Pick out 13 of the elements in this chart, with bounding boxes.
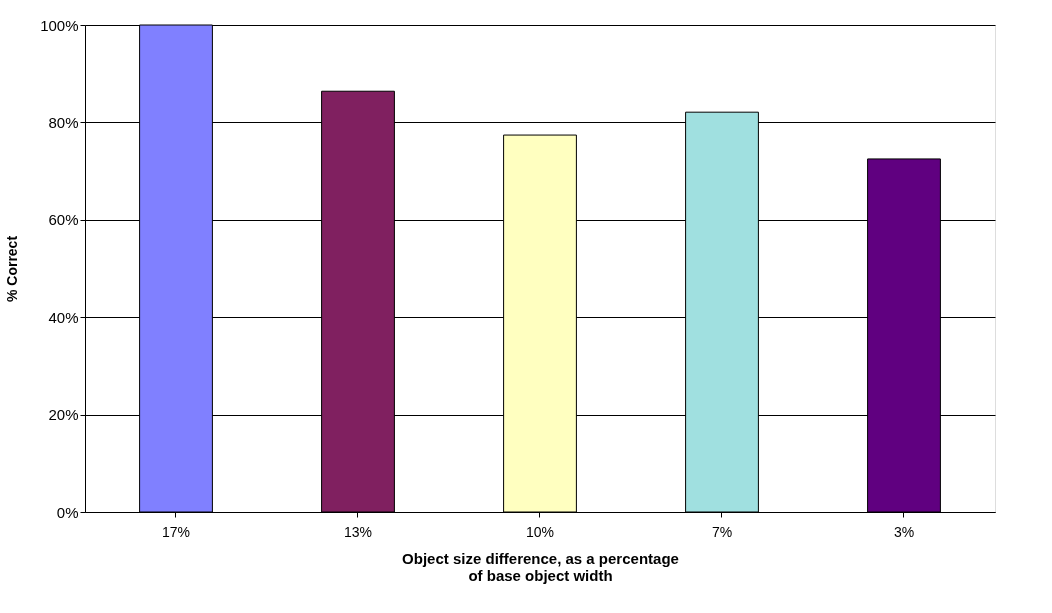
y-tick-label: 0% <box>56 503 79 521</box>
x-tick-label: 13% <box>343 523 373 540</box>
x-tick-label: 17% <box>161 523 191 540</box>
y-tick-label: 100% <box>40 16 79 34</box>
x-axis-title: Object size difference, as a percentage of base object width <box>402 549 679 584</box>
y-tick-label: 20% <box>48 406 79 424</box>
y-tick-label: 80% <box>48 113 79 131</box>
x-tick-label: 10% <box>525 523 555 540</box>
y-tick-label: 60% <box>48 211 79 229</box>
y-axis-title: % Correct <box>4 235 21 303</box>
y-tick-label: 40% <box>48 308 79 326</box>
x-tick-label: 3% <box>893 523 915 540</box>
x-tick-label: 7% <box>711 523 733 540</box>
